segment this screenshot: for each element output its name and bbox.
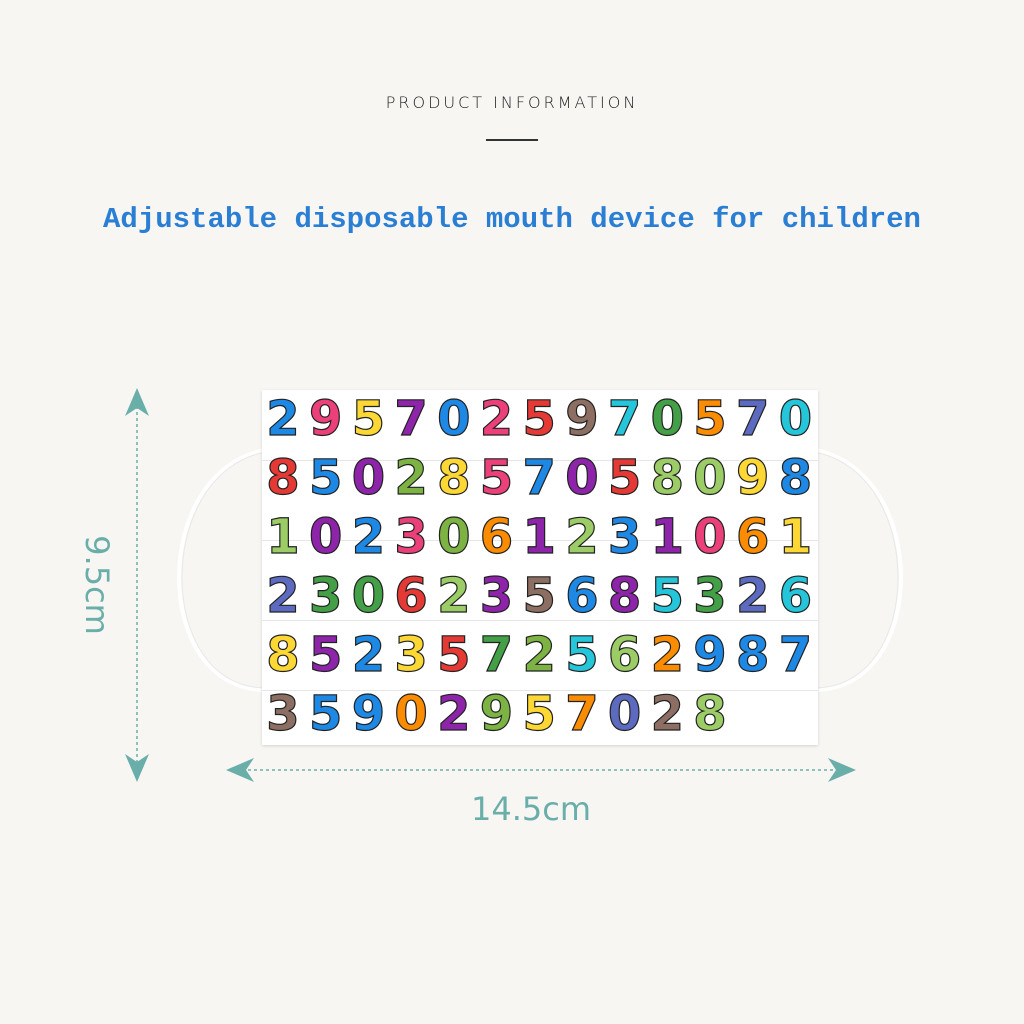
pattern-digit: 3 xyxy=(479,567,514,624)
pattern-digit: 5 xyxy=(650,567,685,624)
ear-loop-right-shadow xyxy=(813,451,899,689)
pleat-line xyxy=(262,460,818,461)
pattern-digit: 5 xyxy=(565,626,600,683)
pattern-digit: 2 xyxy=(266,390,301,447)
pattern-digit: 2 xyxy=(650,685,685,742)
pleat-line xyxy=(262,690,818,691)
ear-loop-left-shadow xyxy=(181,451,267,689)
pleat-line xyxy=(262,620,818,621)
pattern-digit: 5 xyxy=(522,685,557,742)
pattern-digit: 2 xyxy=(479,390,514,447)
pattern-digit: 0 xyxy=(351,567,386,624)
pattern-digit: 2 xyxy=(351,626,386,683)
pleat-line xyxy=(262,540,818,541)
width-label: 14.5cm xyxy=(470,790,591,828)
pattern-digit: 1 xyxy=(266,508,301,565)
pattern-digit: 7 xyxy=(778,626,813,683)
pattern-digit: 8 xyxy=(735,626,770,683)
pattern-digit: 8 xyxy=(266,449,301,506)
pattern-digit: 5 xyxy=(351,390,386,447)
pattern-digit: 9 xyxy=(693,626,728,683)
pattern-digit: 0 xyxy=(436,508,471,565)
pattern-digit: 5 xyxy=(308,626,343,683)
pattern-digit: 1 xyxy=(650,508,685,565)
pattern-digit: 0 xyxy=(607,685,642,742)
pattern-digit: 3 xyxy=(308,567,343,624)
pattern-digit: 3 xyxy=(266,685,301,742)
pattern-digit: 6 xyxy=(607,626,642,683)
pattern-digit: 7 xyxy=(522,449,557,506)
height-label: 9.5cm xyxy=(78,535,116,635)
pattern-digit: 5 xyxy=(522,567,557,624)
pattern-digit: 0 xyxy=(778,390,813,447)
pattern-digit: 5 xyxy=(693,390,728,447)
pattern-digit: 6 xyxy=(394,567,429,624)
pattern-digit: 5 xyxy=(308,449,343,506)
pattern-digit: 2 xyxy=(522,626,557,683)
pattern-digit: 3 xyxy=(607,508,642,565)
pattern-digit: 0 xyxy=(308,508,343,565)
pattern-digit: 2 xyxy=(735,567,770,624)
pattern-digit: 9 xyxy=(735,449,770,506)
pattern-digit: 5 xyxy=(479,449,514,506)
pattern-digit: 8 xyxy=(778,449,813,506)
pattern-digit: 2 xyxy=(436,685,471,742)
pattern-digit: 8 xyxy=(650,449,685,506)
pattern-digit: 7 xyxy=(735,390,770,447)
pattern-digit: 9 xyxy=(479,685,514,742)
pattern-digit: 6 xyxy=(735,508,770,565)
pattern-digit: 2 xyxy=(394,449,429,506)
pattern-digit: 6 xyxy=(479,508,514,565)
page-title: Adjustable disposable mouth device for c… xyxy=(103,203,921,236)
pattern-digit: 0 xyxy=(394,685,429,742)
pattern-digit: 0 xyxy=(693,449,728,506)
height-arrow xyxy=(125,388,149,782)
pattern-digit: 2 xyxy=(436,567,471,624)
pattern-digit: 0 xyxy=(565,449,600,506)
section-eyebrow: PRODUCT INFORMATION xyxy=(385,93,639,112)
pattern-digit: 5 xyxy=(607,449,642,506)
pattern-digit: 7 xyxy=(565,685,600,742)
pattern-digit: 0 xyxy=(650,390,685,447)
pattern-digit: 2 xyxy=(266,567,301,624)
pattern-digit: 6 xyxy=(565,567,600,624)
pattern-digit: 0 xyxy=(351,449,386,506)
pattern-digit: 7 xyxy=(607,390,642,447)
pattern-digit: 5 xyxy=(522,390,557,447)
width-arrow xyxy=(226,758,856,782)
pattern-digit: 8 xyxy=(266,626,301,683)
pattern-digit: 3 xyxy=(693,567,728,624)
ear-loop-left xyxy=(177,448,267,692)
ear-loop-right xyxy=(813,448,903,692)
pattern-digit: 5 xyxy=(436,626,471,683)
pattern-digit: 9 xyxy=(351,685,386,742)
pattern-digit: 1 xyxy=(522,508,557,565)
pattern-digit: 2 xyxy=(650,626,685,683)
pattern-digit: 1 xyxy=(778,508,813,565)
pattern-digit: 7 xyxy=(479,626,514,683)
pattern-digit: 0 xyxy=(436,390,471,447)
pattern-digit: 8 xyxy=(436,449,471,506)
pattern-digit: 3 xyxy=(394,626,429,683)
pattern-digit: 2 xyxy=(565,508,600,565)
pattern-digit: 8 xyxy=(693,685,728,742)
pattern-digit: 5 xyxy=(308,685,343,742)
pattern-digit: 8 xyxy=(607,567,642,624)
pattern-digit: 9 xyxy=(565,390,600,447)
pattern-digit: 3 xyxy=(394,508,429,565)
pattern-digit: 2 xyxy=(351,508,386,565)
divider xyxy=(486,139,538,141)
pattern-digit: 6 xyxy=(778,567,813,624)
pattern-digit: 9 xyxy=(308,390,343,447)
pattern-digit: 7 xyxy=(394,390,429,447)
pattern-digit: 0 xyxy=(693,508,728,565)
